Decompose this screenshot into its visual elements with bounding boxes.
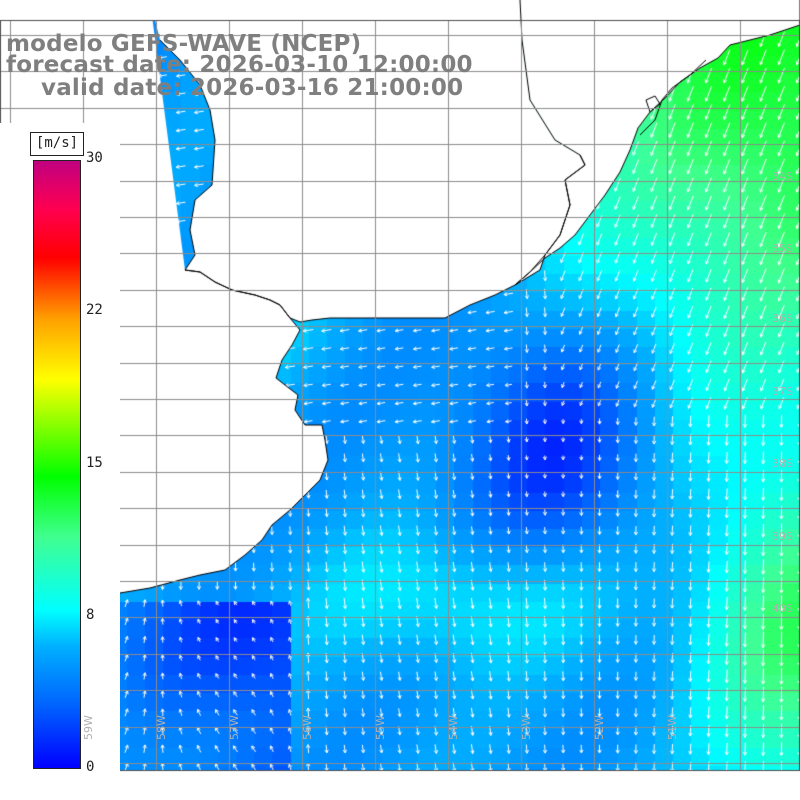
lon-label: 58W xyxy=(155,715,168,740)
lon-label: 51W xyxy=(666,715,679,740)
lat-label: 37S xyxy=(772,385,793,398)
lon-label: 59W xyxy=(82,715,95,740)
colorbar xyxy=(33,160,81,769)
colorbar-tick-15: 15 xyxy=(86,455,103,471)
colorbar-unit-label: [m/s] xyxy=(30,132,84,156)
lon-label: 56W xyxy=(301,715,314,740)
lon-label: 55W xyxy=(374,715,387,740)
valid-date: valid date: 2026-03-16 21:00:00 xyxy=(41,75,464,101)
colorbar-tick-8: 8 xyxy=(86,607,95,623)
map-title: modelo GEFS-WAVE (NCEP) xyxy=(6,31,362,57)
lon-label: 57W xyxy=(228,715,241,740)
lon-label: 52W xyxy=(593,715,606,740)
lat-label: 39S xyxy=(772,530,793,543)
lon-label: 53W xyxy=(520,715,533,740)
colorbar-tick-30: 30 xyxy=(86,150,103,166)
lat-label: 34S xyxy=(772,170,793,183)
forecast-date: forecast date: 2026-03-10 12:00:00 xyxy=(6,52,473,78)
lat-label: 40S xyxy=(772,602,793,615)
colorbar-tick-22: 22 xyxy=(86,302,103,318)
lat-label: 36S xyxy=(772,312,793,325)
colorbar-tick-0: 0 xyxy=(86,759,95,775)
lat-label: 35S xyxy=(772,242,793,255)
lat-label: 38S xyxy=(772,457,793,470)
lon-label: 54W xyxy=(447,715,460,740)
